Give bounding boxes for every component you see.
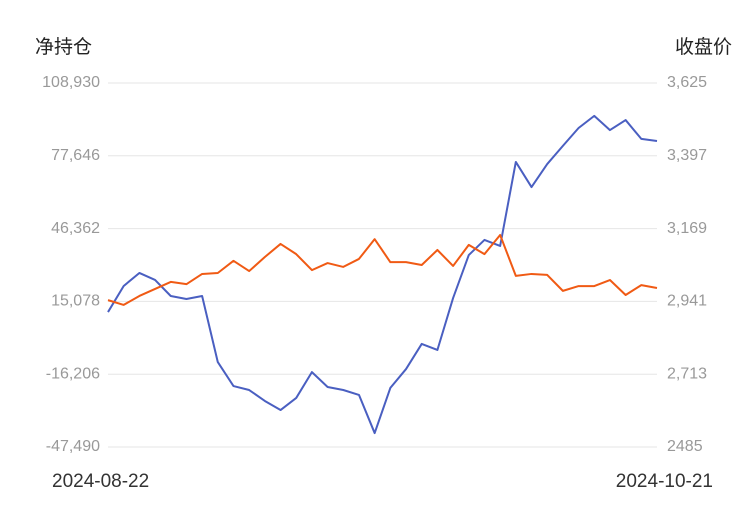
y-tick-label: 77,646 bbox=[51, 147, 100, 164]
y-axis-title: 净持仓 bbox=[35, 36, 92, 58]
y2-tick-label: 3,169 bbox=[667, 220, 707, 237]
x-tick-label: 2024-10-21 bbox=[616, 471, 713, 492]
y2-axis-title: 收盘价 bbox=[675, 36, 732, 58]
y-tick-label: 15,078 bbox=[51, 293, 100, 310]
y-tick-label: 108,930 bbox=[42, 74, 100, 91]
y-tick-label: -47,490 bbox=[46, 438, 100, 455]
series-line bbox=[107, 114, 658, 435]
y-tick-label: -16,206 bbox=[46, 365, 100, 382]
series-line bbox=[107, 233, 658, 306]
y2-tick-label: 2485 bbox=[667, 438, 703, 455]
y2-tick-label: 3,625 bbox=[667, 74, 707, 91]
y2-tick-label: 2,713 bbox=[667, 365, 707, 382]
y2-tick-label: 3,397 bbox=[667, 147, 707, 164]
x-tick-label: 2024-08-22 bbox=[52, 471, 149, 492]
y-tick-label: 46,362 bbox=[51, 220, 100, 237]
y2-tick-label: 2,941 bbox=[667, 293, 707, 310]
